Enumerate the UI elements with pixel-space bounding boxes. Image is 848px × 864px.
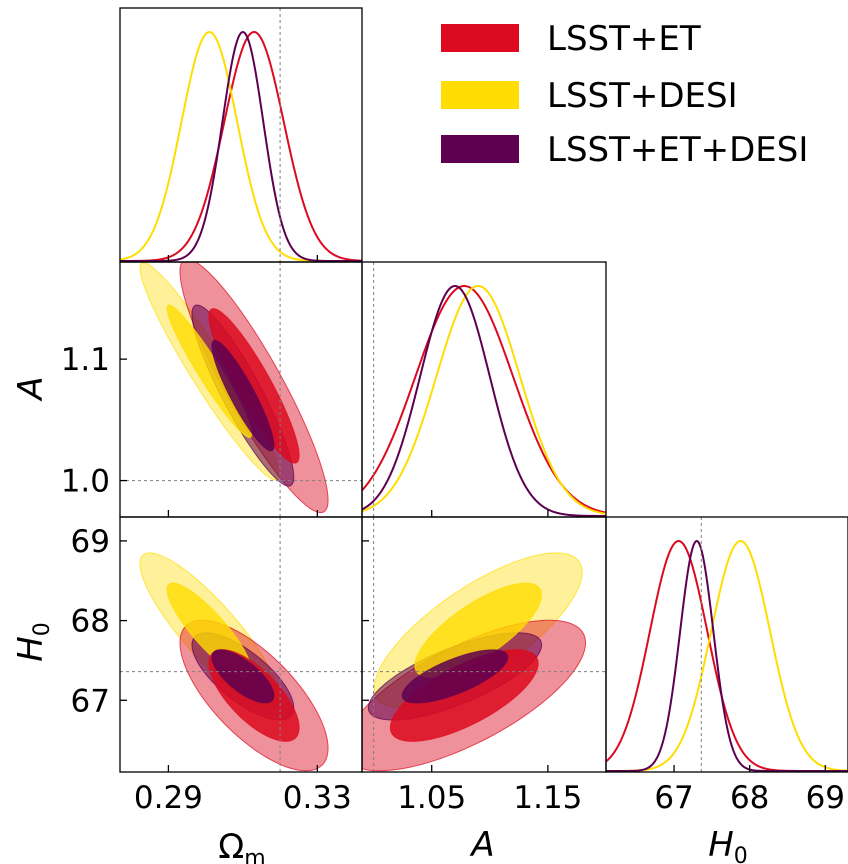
panels: [120, 30, 848, 772]
posterior-line: [120, 31, 362, 262]
contour-68-lsst_et_desi: [211, 339, 275, 452]
diag-panel-H0: [606, 539, 848, 772]
x-axis-label-h0: H0: [708, 825, 748, 864]
x-tick-label: 0.33: [283, 780, 352, 816]
posterior-line: [120, 30, 362, 262]
axes: 0.29 0.33 1.05 1.15 67 68 69 1.0 1.1 67 68 69 Ωm A H0 A…: [11, 7, 848, 864]
legend-label: LSST+ET: [547, 19, 701, 59]
y-tick-label: 68: [71, 604, 110, 640]
x-tick-label: 1.05: [397, 780, 466, 816]
x-tick-label: 69: [806, 780, 845, 816]
y-axis-label-a: A: [11, 376, 51, 401]
posterior-line: [606, 540, 848, 772]
contour-68-lsst_desi: [166, 304, 253, 439]
x-tick-label: 0.29: [134, 780, 203, 816]
legend-swatch-lsst_desi: [441, 81, 519, 109]
diag-panel-Om: [120, 30, 362, 262]
legend: LSST+ET LSST+DESI LSST+ET+DESI: [441, 19, 808, 170]
posterior-line: [362, 285, 606, 515]
panel-frame: [605, 516, 848, 773]
legend-label: LSST+ET+DESI: [547, 130, 808, 170]
y-axis-label-h0: H0: [11, 622, 55, 662]
contour-68-lsst_et_desi: [401, 649, 509, 704]
posterior-line: [120, 30, 362, 262]
y-tick-label: 1.0: [61, 464, 110, 500]
contour-panel-A-H0: [362, 552, 587, 772]
contour-panel-Om-H0: [139, 552, 329, 772]
x-tick-label: 1.15: [513, 780, 582, 816]
x-axis-label-om: Ωm: [218, 827, 265, 864]
diag-panel-A: [362, 285, 606, 517]
contour-panel-Om-A: [139, 262, 329, 514]
x-tick-label: 68: [730, 780, 769, 816]
legend-swatch-lsst_et: [441, 24, 519, 52]
posterior-line: [606, 539, 848, 772]
posterior-line: [362, 285, 606, 517]
legend-swatch-lsst_et_desi: [441, 135, 519, 163]
posterior-line: [606, 539, 848, 772]
y-tick-label: 69: [71, 524, 110, 560]
x-tick-label: 67: [654, 780, 693, 816]
contour-68-lsst_et_desi: [211, 649, 275, 704]
y-tick-label: 1.1: [61, 342, 110, 378]
y-tick-label: 67: [71, 683, 110, 719]
x-axis-label-a: A: [469, 825, 494, 864]
legend-label: LSST+DESI: [547, 76, 738, 116]
